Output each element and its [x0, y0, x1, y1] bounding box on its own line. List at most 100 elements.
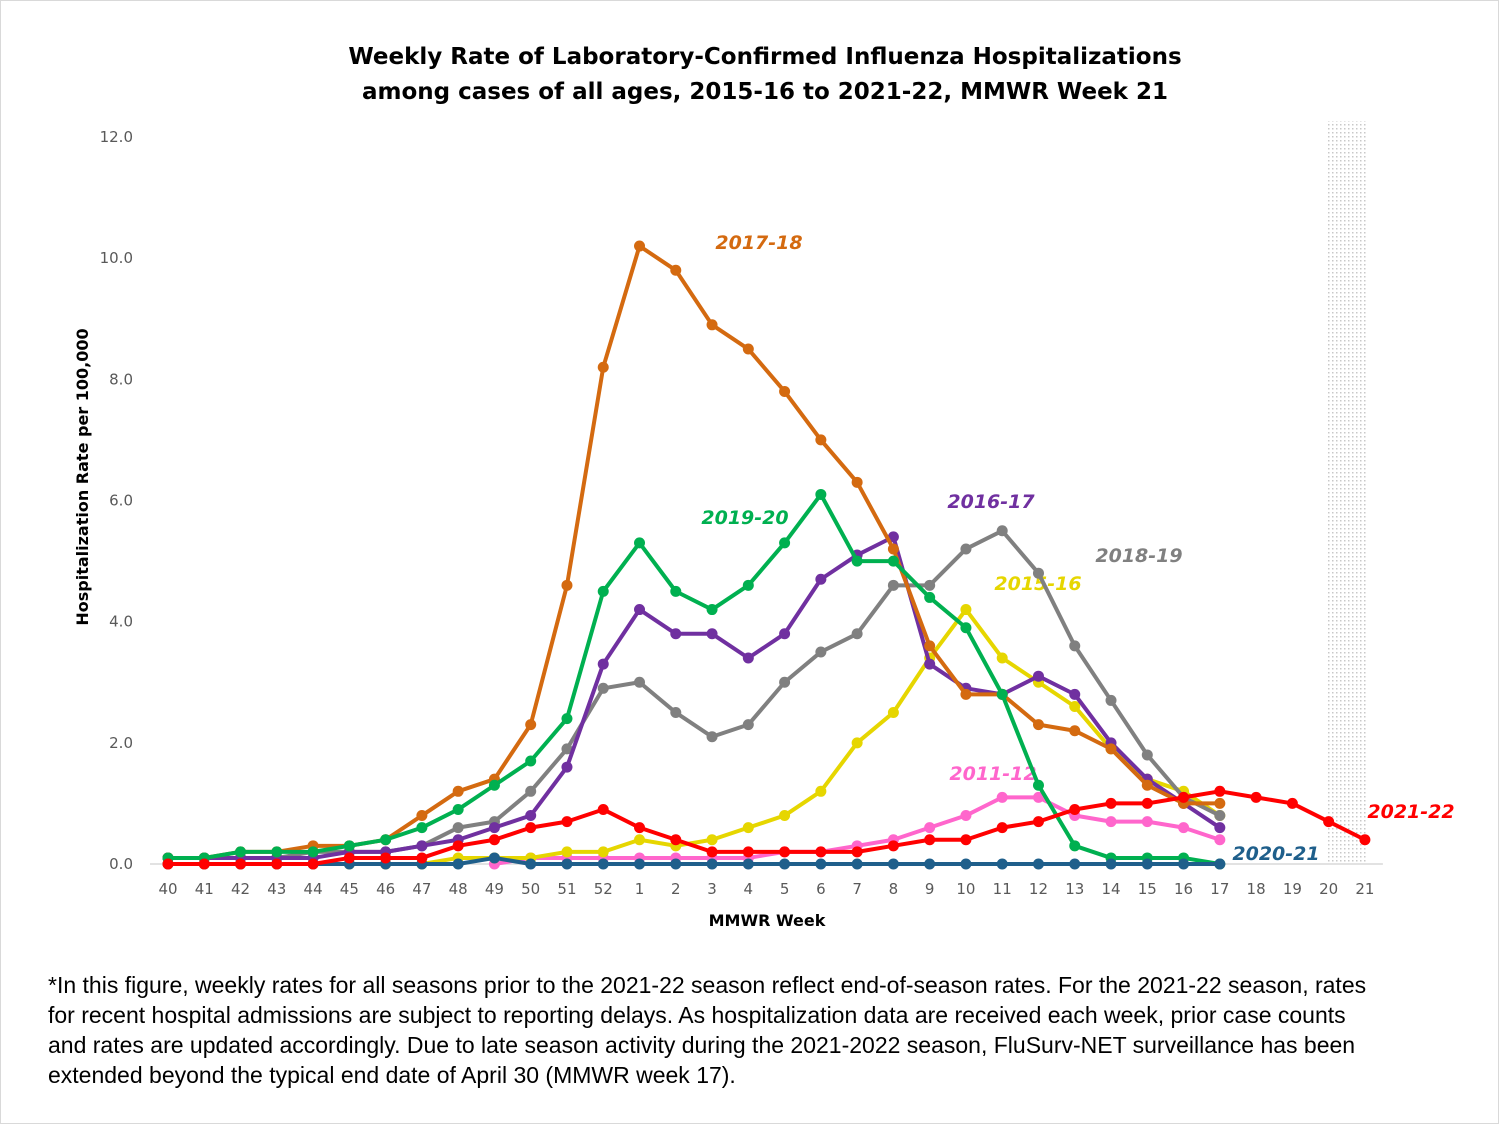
x-tick-label: 4: [744, 880, 754, 898]
data-point: [1105, 743, 1117, 755]
data-point: [1141, 779, 1153, 791]
series-line: [168, 855, 1220, 866]
data-point: [960, 858, 972, 870]
y-tick-label: 0.0: [109, 855, 133, 873]
data-point: [1178, 858, 1190, 870]
data-point: [1069, 803, 1081, 815]
data-point: [851, 737, 863, 749]
data-point: [561, 761, 573, 773]
series-label: 2016-17: [947, 491, 1035, 513]
data-point: [307, 846, 319, 858]
series-label: 2021-22: [1367, 801, 1454, 823]
data-point: [307, 858, 319, 870]
data-point: [742, 652, 754, 664]
data-point: [1141, 749, 1153, 761]
data-point: [1069, 725, 1081, 737]
x-tick-label: 45: [340, 880, 359, 898]
data-point: [996, 652, 1008, 664]
data-point: [452, 822, 464, 834]
y-tick-label: 12.0: [100, 128, 133, 146]
data-point: [597, 585, 609, 597]
data-point: [742, 579, 754, 591]
data-point: [1250, 791, 1262, 803]
data-point: [235, 858, 247, 870]
series-line: [168, 492, 1221, 866]
data-point: [887, 531, 899, 543]
data-point: [851, 628, 863, 640]
data-point: [1032, 858, 1044, 870]
series-label: 2018-19: [1095, 545, 1182, 567]
data-point: [1323, 816, 1335, 828]
data-point: [1069, 640, 1081, 652]
data-point: [1069, 858, 1081, 870]
series-line: [168, 534, 1221, 860]
x-tick-label: 2: [671, 880, 681, 898]
x-tick-label: 43: [267, 880, 286, 898]
data-point: [452, 785, 464, 797]
data-point: [960, 543, 972, 555]
data-point: [561, 579, 573, 591]
x-tick-label: 50: [521, 880, 540, 898]
data-point: [525, 755, 537, 767]
series-label: 2020-21: [1232, 843, 1319, 865]
data-point: [1178, 822, 1190, 834]
data-point: [960, 622, 972, 634]
series-line: [168, 244, 1220, 860]
data-point: [1286, 797, 1298, 809]
data-point: [597, 858, 609, 870]
data-point: [561, 846, 573, 858]
data-point: [706, 846, 718, 858]
data-point: [380, 852, 392, 864]
data-point: [525, 810, 537, 822]
data-point: [996, 858, 1008, 870]
data-point: [670, 707, 682, 719]
x-tick-label: 12: [1029, 880, 1048, 898]
data-point: [670, 628, 682, 640]
data-point: [706, 604, 718, 616]
data-point: [706, 628, 718, 640]
data-point: [452, 840, 464, 852]
data-point: [597, 682, 609, 694]
chart-subtitle: among cases of all ages, 2015-16 to 2021…: [362, 79, 1168, 105]
data-point: [742, 846, 754, 858]
data-point: [779, 846, 791, 858]
x-tick-label: 15: [1138, 880, 1157, 898]
x-tick-label: 17: [1210, 880, 1229, 898]
data-point: [706, 319, 718, 331]
data-point: [779, 385, 791, 397]
data-point: [779, 810, 791, 822]
data-point: [452, 858, 464, 870]
series-label: 2019-20: [701, 507, 788, 529]
data-point: [1214, 810, 1226, 822]
footnote: *In this figure, weekly rates for all se…: [48, 972, 1367, 1088]
data-point: [597, 658, 609, 670]
data-point: [525, 822, 537, 834]
data-point: [924, 579, 936, 591]
series-label: 2015-16: [994, 573, 1081, 595]
data-point: [1032, 791, 1044, 803]
data-point: [525, 719, 537, 731]
data-point: [1214, 822, 1226, 834]
data-point: [1105, 694, 1117, 706]
data-point: [851, 476, 863, 488]
data-point: [779, 676, 791, 688]
x-tick-label: 47: [412, 880, 431, 898]
data-point: [924, 822, 936, 834]
data-point: [851, 555, 863, 567]
data-point: [960, 810, 972, 822]
data-point: [525, 785, 537, 797]
x-tick-label: 7: [852, 880, 862, 898]
x-tick-label: 40: [158, 880, 177, 898]
y-axis-title: Hospitalization Rate per 100,000: [73, 328, 92, 625]
data-point: [887, 579, 899, 591]
data-point: [597, 846, 609, 858]
y-tick-label: 6.0: [109, 492, 133, 510]
data-point: [815, 488, 827, 500]
series-label: 2011-12: [949, 763, 1036, 785]
data-point: [1105, 858, 1117, 870]
data-point: [634, 676, 646, 688]
x-tick-label: 1: [635, 880, 645, 898]
x-tick-label: 44: [304, 880, 323, 898]
